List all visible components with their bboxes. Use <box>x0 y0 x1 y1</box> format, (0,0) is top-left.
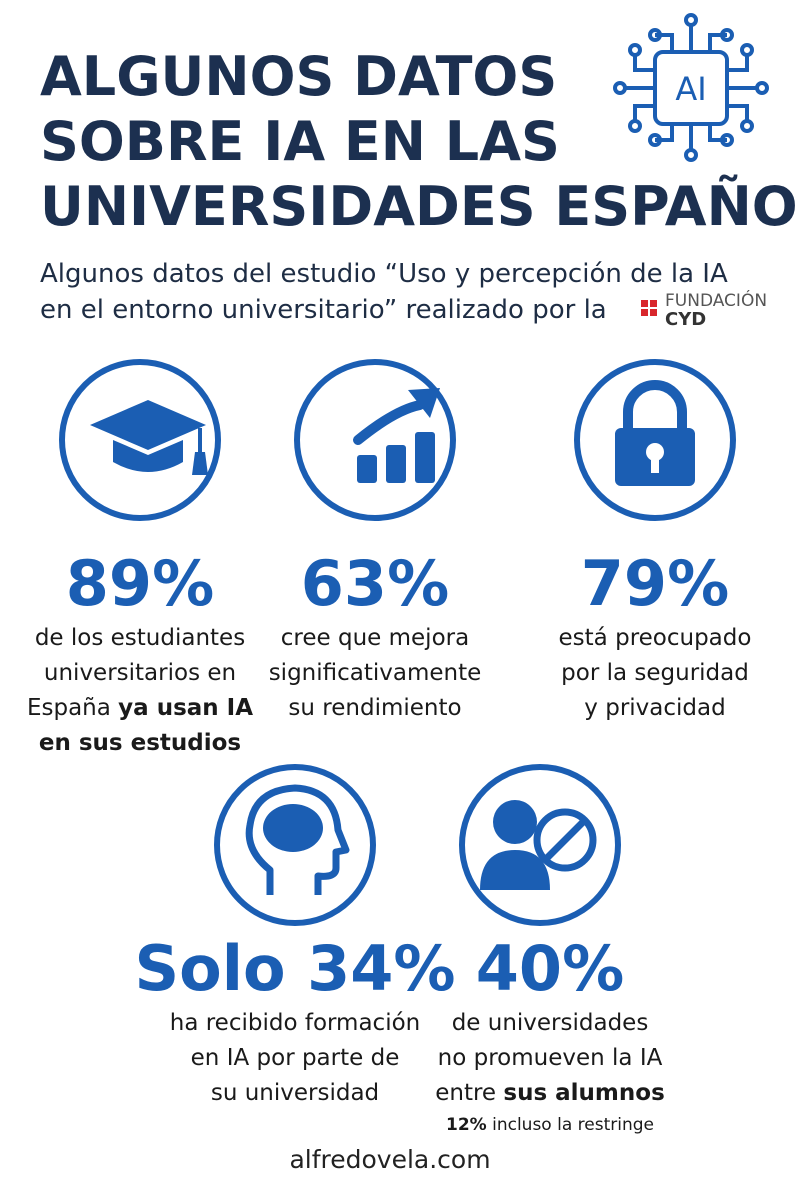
text-segment: cree que mejora <box>281 625 469 651</box>
text-segment: en sus estudios <box>39 730 241 756</box>
stat-description: cree que mejora <box>281 625 469 651</box>
title-line: ALGUNOS DATOS <box>40 45 557 108</box>
stat-value: 63% <box>301 547 449 620</box>
stat-description: su universidad <box>211 1080 379 1106</box>
head-brain-icon <box>245 784 350 895</box>
stat-description: significativamente <box>269 660 482 686</box>
text-segment: España <box>27 695 118 721</box>
text-segment: su universidad <box>211 1080 379 1106</box>
stat-description: entre sus alumnos <box>435 1080 665 1106</box>
text-segment: universitarios en <box>44 660 236 686</box>
stats: 89% de los estudiantes universitarios en Es… <box>27 547 751 1135</box>
text-segment: 12% <box>446 1115 487 1135</box>
stat-note: 12% incluso la restringe <box>446 1115 654 1135</box>
subtitle-line: Algunos datos del estudio “Uso y percepc… <box>40 259 728 289</box>
text-segment: está preocupado <box>559 625 752 651</box>
text-segment: no promueven la IA <box>438 1045 663 1071</box>
stat-value: 40% <box>476 932 624 1005</box>
text-segment: de universidades <box>452 1010 649 1036</box>
stat-description: su rendimiento <box>288 695 461 721</box>
graduation-cap-icon <box>90 400 208 475</box>
icon-ring <box>459 764 621 926</box>
lock-icon <box>615 380 695 486</box>
stat-description: universitarios en <box>44 660 236 686</box>
title-line: UNIVERSIDADES ESPAÑOLAS <box>40 175 800 238</box>
stat-description: de los estudiantes <box>35 625 245 651</box>
text-segment: entre <box>435 1080 503 1106</box>
stat-description: está preocupado <box>559 625 752 651</box>
fundacion-logo-text: FUNDACIÓN <box>665 289 767 311</box>
stat-value: 79% <box>581 547 729 620</box>
stat-description: por la seguridad <box>561 660 749 686</box>
fundacion-logo-text: CYD <box>665 309 706 330</box>
ai-chip-icon <box>613 13 769 162</box>
stat-description: en sus estudios <box>39 730 241 756</box>
text-segment: ha recibido formación <box>170 1010 421 1036</box>
text-segment: y privacidad <box>584 695 725 721</box>
stat-description: de universidades <box>452 1010 649 1036</box>
text-segment: incluso la restringe <box>487 1115 654 1135</box>
icon-ring <box>214 764 376 926</box>
text-segment: por la seguridad <box>561 660 749 686</box>
text-segment: significativamente <box>269 660 482 686</box>
ai-chip-label: AI <box>675 70 706 108</box>
icon-ring <box>574 359 736 521</box>
stat-description: en IA por parte de <box>191 1045 400 1071</box>
text-segment: su rendimiento <box>288 695 461 721</box>
footer: alfredovela.com <box>289 1145 490 1174</box>
stat-description: España ya usan IA <box>27 695 253 721</box>
text-segment: ya usan IA <box>118 695 253 721</box>
text-segment: de los estudiantes <box>35 625 245 651</box>
subtitle-line: en el entorno universitario” realizado p… <box>40 295 607 325</box>
stat-description: y privacidad <box>584 695 725 721</box>
stat-value: 89% <box>66 547 214 620</box>
text-segment: sus alumnos <box>503 1080 664 1106</box>
icon-ring <box>294 359 456 521</box>
text-segment: en IA por parte de <box>191 1045 400 1071</box>
stat-value: Solo 34% <box>134 932 455 1005</box>
person-ban-icon <box>480 800 597 890</box>
icon-ring <box>59 359 221 521</box>
title-line: SOBRE IA EN LAS <box>40 110 560 173</box>
fundacion-logo-mark <box>641 300 657 316</box>
stat-description: no promueven la IA <box>438 1045 663 1071</box>
growth-chart-icon <box>353 388 440 483</box>
stat-description: ha recibido formación <box>170 1010 421 1036</box>
